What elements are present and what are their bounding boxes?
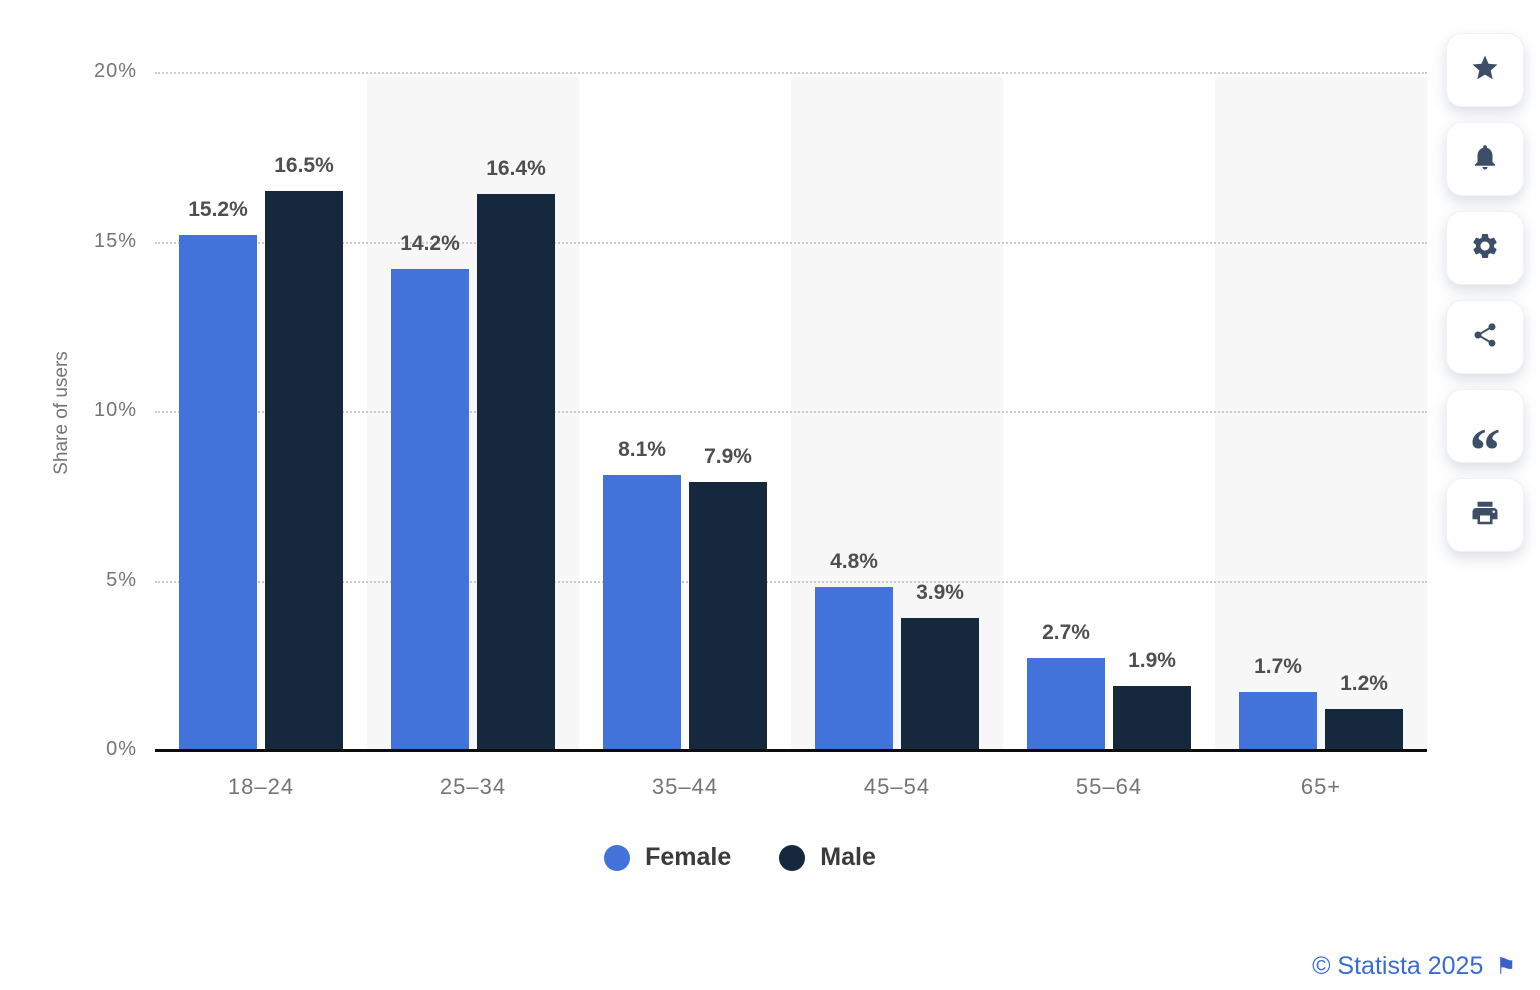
bar-value-label: 15.2%: [188, 197, 248, 221]
female-legend-dot: [604, 844, 631, 871]
bar-value-label: 8.1%: [618, 438, 666, 462]
legend: Female Male: [155, 843, 1325, 872]
gridline: [155, 241, 1427, 244]
x-axis-label: 55–64: [1075, 774, 1143, 799]
footer: © Statista 2025 ⚑: [1312, 952, 1516, 981]
bar-female-55-64[interactable]: [1027, 658, 1105, 750]
share-icon: [1471, 321, 1499, 354]
legend-label-male: Male: [820, 843, 876, 871]
y-axis-tick: 20%: [93, 60, 137, 82]
legend-item-male: Male: [779, 843, 876, 872]
x-axis-label: 18–24: [227, 774, 295, 799]
side-toolbar: “: [1446, 33, 1524, 552]
bar-value-label: 16.5%: [274, 153, 334, 177]
bar-female-65plus[interactable]: [1239, 692, 1317, 750]
bar-male-45-54[interactable]: [901, 617, 979, 750]
y-axis-tick: 10%: [93, 399, 137, 421]
plot-area: 0% 5% 10% 15% 20% 15.2% 16.5% 18–24 14.2% 16.4% 25…: [94, 60, 1427, 799]
y-axis-tick: 15%: [93, 229, 137, 252]
bar-value-label: 7.9%: [704, 445, 752, 469]
bar-value-label: 1.7%: [1254, 655, 1302, 679]
x-axis-label: 35–44: [651, 774, 719, 799]
bar-value-label: 4.8%: [830, 550, 878, 574]
gridline: [155, 580, 1427, 583]
x-axis-label: 25–34: [439, 774, 507, 799]
star-icon: [1470, 53, 1500, 88]
bar-female-45-54[interactable]: [815, 587, 893, 750]
statista-copyright-link[interactable]: © Statista 2025: [1312, 952, 1484, 980]
print-button[interactable]: [1446, 478, 1524, 552]
x-axis-label: 65+: [1300, 774, 1342, 799]
alerts-button[interactable]: [1446, 122, 1524, 196]
bar-value-label: 14.2%: [400, 231, 460, 255]
bar-female-25-34[interactable]: [391, 268, 469, 750]
printer-icon: [1470, 498, 1500, 533]
zebra-stripe: [1215, 77, 1427, 750]
bar-female-18-24[interactable]: [179, 234, 257, 750]
y-axis-tick: 0%: [106, 738, 137, 760]
gridline: [155, 411, 1427, 413]
flag-icon[interactable]: ⚑: [1495, 953, 1516, 980]
bar-male-65plus[interactable]: [1325, 709, 1403, 750]
bar-value-label: 1.2%: [1340, 672, 1388, 696]
legend-label-female: Female: [645, 843, 732, 871]
bell-icon: [1470, 142, 1500, 177]
bar-male-18-24[interactable]: [265, 190, 343, 750]
favorite-button[interactable]: [1446, 33, 1524, 107]
share-button[interactable]: [1446, 300, 1524, 374]
bar-value-label: 1.9%: [1128, 648, 1176, 672]
settings-button[interactable]: [1446, 211, 1524, 285]
legend-item-female: Female: [604, 843, 731, 872]
y-axis-tick: 5%: [106, 568, 137, 591]
x-axis-line: [155, 749, 1427, 752]
x-axis-label: 45–54: [863, 774, 931, 799]
male-legend-dot: [779, 844, 806, 871]
cite-button[interactable]: “: [1446, 389, 1524, 482]
bar-value-label: 3.9%: [916, 580, 964, 604]
bar-female-35-44[interactable]: [603, 475, 681, 750]
bar-male-55-64[interactable]: [1113, 685, 1191, 750]
bar-value-label: 2.7%: [1042, 621, 1090, 645]
gear-icon: [1470, 231, 1500, 266]
bar-value-label: 16.4%: [486, 157, 546, 181]
gridline: [155, 72, 1427, 74]
bar-male-35-44[interactable]: [689, 482, 767, 750]
bar-male-25-34[interactable]: [477, 194, 555, 750]
